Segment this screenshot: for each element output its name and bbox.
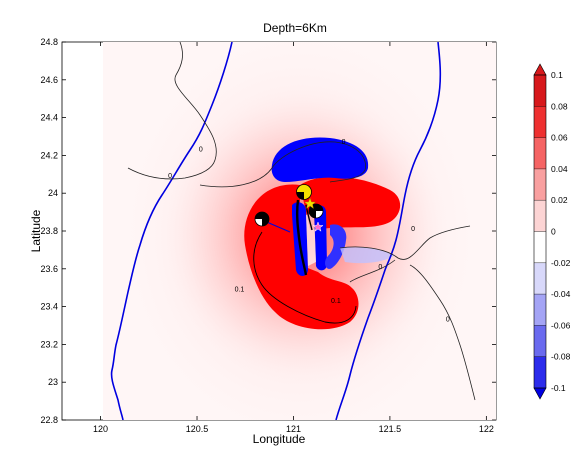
zero-contours	[127, 42, 476, 401]
negative-core-east	[314, 205, 327, 271]
y-tick-label: 24.2	[40, 150, 58, 160]
colorbar-over-triangle	[533, 63, 547, 76]
positive-lobe-west	[244, 184, 359, 330]
x-axis-label: Longitude	[253, 432, 306, 446]
contour-label: 0	[446, 317, 450, 324]
colorbar-label: 0.1	[551, 70, 563, 80]
fault-trace-main	[295, 199, 308, 276]
colorbar-label: 0.06	[551, 133, 568, 143]
colorbar-segment	[534, 356, 546, 389]
colorbar-segment	[534, 325, 546, 357]
x-tick-label: 120.5	[186, 424, 209, 434]
contour-zero-north	[127, 42, 217, 180]
colorbar-segment	[534, 294, 546, 326]
contour-label: 0	[378, 264, 382, 271]
contour-label: 0	[199, 147, 203, 154]
contour-label: 0.1	[235, 286, 245, 293]
epicenter-star-yellow	[303, 197, 317, 209]
x-axis-ticks: 120 120.5 121 121.5 122	[93, 42, 494, 434]
negative-tongue-east	[340, 247, 395, 264]
colorbar-label: -0.04	[551, 289, 571, 299]
colorbar-segment	[534, 106, 546, 138]
y-tick-label: 23.4	[40, 302, 58, 312]
contour-zero-inner-north	[199, 141, 366, 188]
colorbar-label: -0.02	[551, 258, 571, 268]
contour-point1-west	[253, 231, 357, 324]
coastline-west	[110, 42, 233, 420]
focal-mechanism-west	[254, 211, 270, 227]
y-tick-label: 23.2	[40, 339, 58, 349]
y-tick-label: 22.8	[40, 415, 58, 425]
colorbar-under-triangle	[533, 387, 547, 400]
x-tick-label: 121.5	[379, 424, 402, 434]
colorbar-label: 0	[551, 227, 556, 237]
colorbar-segment	[534, 75, 546, 107]
x-tick-label: 121	[286, 424, 301, 434]
colorbar-label: 0.02	[551, 195, 568, 205]
contour-zero-southeast	[409, 264, 476, 401]
map-plot-area: 0 0 0 0 0 0 0.1 0.1	[61, 41, 497, 421]
fault-trace-secondary	[305, 204, 313, 231]
colorbar-label: -0.1	[551, 383, 566, 393]
y-tick-label: 24.6	[40, 75, 58, 85]
contour-label: 0	[411, 226, 415, 233]
contour-zero-east	[339, 225, 471, 260]
colorbar-segment	[534, 200, 546, 232]
colorbar-segment	[534, 231, 546, 264]
colorbar-label: 0.04	[551, 164, 568, 174]
colorbar-label: 0.08	[551, 101, 568, 111]
colorbar: 0.1 0.08 0.06 0.04 0.02 0 -0.02 -0.04 -0.06 -0.08…	[533, 63, 571, 400]
colorbar-segment	[534, 168, 546, 201]
y-tick-label: 23.8	[40, 226, 58, 236]
y-tick-label: 23	[48, 377, 58, 387]
y-axis-label: Latitude	[29, 209, 43, 252]
coastlines	[110, 42, 442, 420]
colorbar-segment	[534, 137, 546, 170]
y-tick-label: 23.6	[40, 264, 58, 274]
contour-labels: 0 0 0 0 0 0 0.1 0.1	[168, 139, 450, 324]
y-tick-label: 24.8	[40, 37, 58, 47]
y-axis-ticks: 22.8 23 23.2 23.4 23.6 23.8 24 24.2 24.4 24.6 24.8	[40, 37, 496, 425]
deformation-field	[103, 42, 496, 420]
epicenter-stars	[303, 197, 324, 232]
x-tick-label: 120	[93, 424, 108, 434]
colorbar-label: -0.08	[551, 352, 571, 362]
colorbar-segment	[534, 262, 546, 295]
x-tick-label: 122	[479, 424, 494, 434]
figure-title: Depth=6Km	[263, 21, 327, 35]
y-tick-label: 24	[48, 188, 58, 198]
contour-label: 0	[168, 173, 172, 180]
negative-hook-east	[325, 224, 347, 269]
coastline-east	[335, 42, 442, 420]
contour-label: 0	[342, 139, 346, 146]
negative-lobe-north	[271, 137, 369, 182]
focal-mechanism-north	[296, 184, 312, 200]
y-tick-label: 24.4	[40, 113, 58, 123]
epicenter-star-pink	[312, 221, 324, 232]
colorbar-label: -0.06	[551, 320, 571, 330]
contour-label: 0.1	[331, 298, 341, 305]
contour-zero-south	[349, 259, 396, 283]
